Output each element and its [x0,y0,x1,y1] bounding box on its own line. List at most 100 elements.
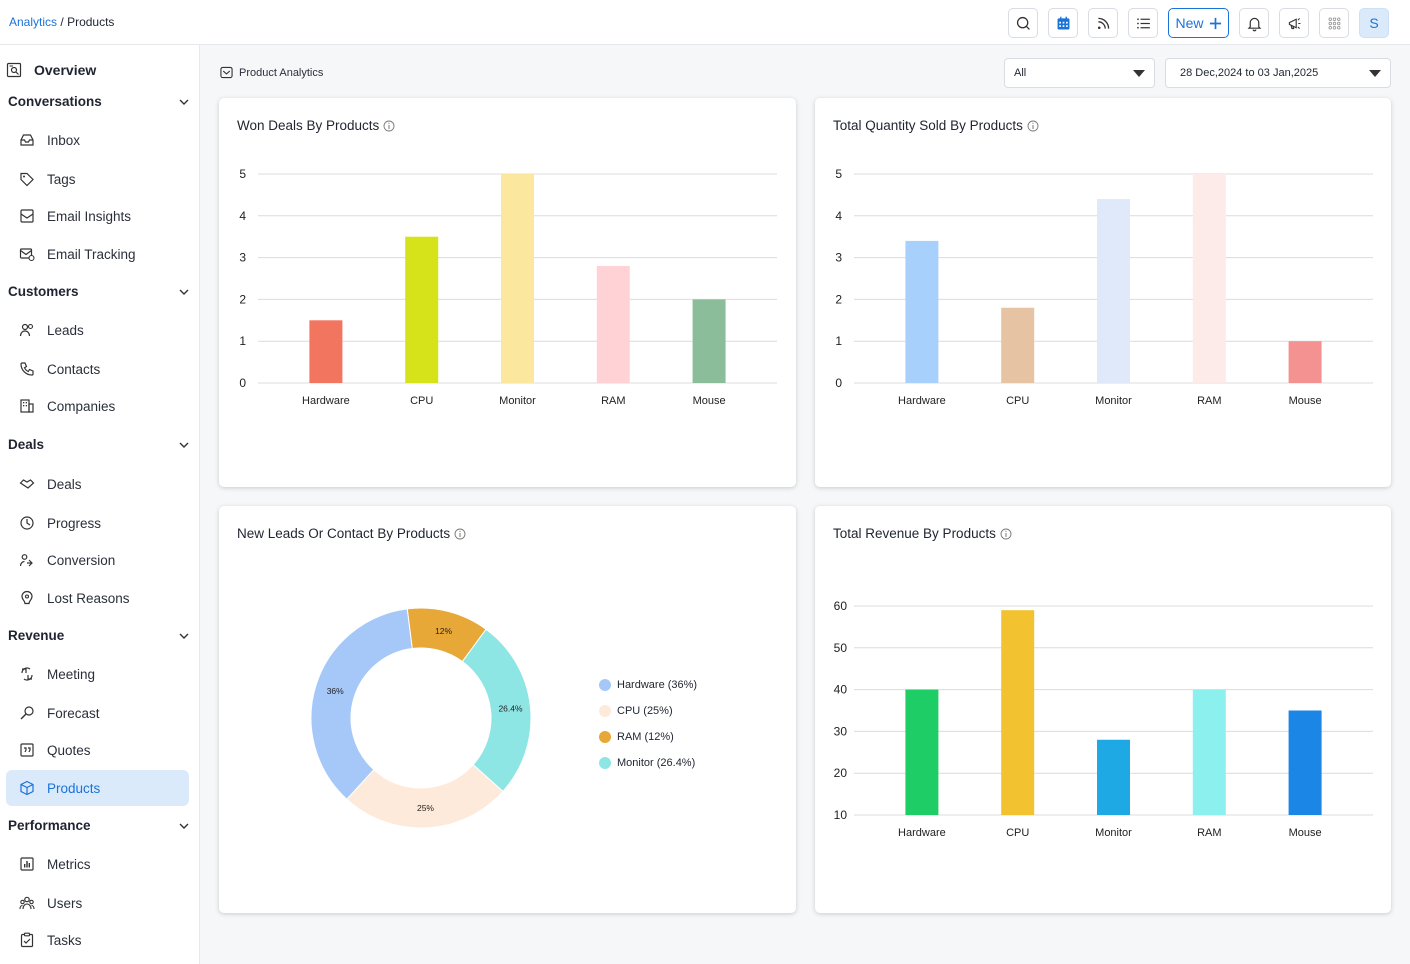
meeting-icon [21,667,33,681]
section-performance-label: Performance [8,818,91,833]
notifications-button[interactable] [1239,8,1269,38]
sidebar-item-tags[interactable]: Tags [6,161,189,197]
legend-swatch [599,705,611,717]
phone-icon [20,362,34,376]
announcements-button[interactable] [1279,8,1309,38]
sidebar-item-tasks[interactable]: Tasks [6,922,189,958]
info-icon[interactable] [1000,528,1012,540]
y-tick-label: 5 [835,167,842,181]
bar [1288,710,1322,815]
breadcrumb: Analytics / Products [9,15,114,29]
new-button-label: New [1175,15,1204,31]
info-icon[interactable] [383,120,395,132]
x-tick-label: CPU [410,395,433,407]
sidebar-item-label: Metrics [47,856,91,872]
search-button[interactable] [1008,8,1038,38]
y-tick-label: 2 [835,292,842,306]
top-bar: Analytics / Products New S [0,0,1410,45]
won-deals-title: Won Deals By Products [237,118,395,133]
sidebar-item-label: Conversion [47,552,116,568]
list-button[interactable] [1128,8,1158,38]
legend-item[interactable]: Hardware (36%) [599,672,697,698]
sidebar-item-companies[interactable]: Companies [6,388,189,424]
sidebar-item-lost-reasons[interactable]: Lost Reasons [6,580,189,616]
sidebar-item-products[interactable]: Products [6,770,189,806]
new-leads-card: New Leads Or Contact By Products 12% 26.4… [219,506,796,913]
revenue-chart: 10 20 30 40 50 60 Hardware CPU Monitor RAM Mouse [834,599,1373,839]
legend-label: Monitor (26.4%) [617,757,696,769]
page-title: Product Analytics [220,66,323,79]
bar [692,299,726,383]
x-tick-label: Hardware [898,827,946,839]
sidebar-item-label: Leads [47,322,84,338]
quantity-sold-chart: 0 1 2 3 4 5 Hardware CPU Monitor RAM Mouse [835,167,1373,407]
x-tick-label: Hardware [302,395,350,407]
section-revenue-label: Revenue [8,628,65,643]
date-range-select[interactable]: 28 Dec,2024 to 03 Jan,2025 [1165,58,1391,88]
legend-item[interactable]: CPU (25%) [599,698,697,724]
conversion-icon [19,554,33,567]
sidebar-item-label: Progress [47,515,102,531]
sidebar-item-forecast[interactable]: Forecast [6,695,189,731]
y-tick-label: 1 [835,334,842,348]
y-tick-label: 0 [239,376,246,390]
donut-legend: Hardware (36%) CPU (25%) RAM (12%) Monitor … [599,672,697,776]
user-avatar[interactable]: S [1359,8,1389,38]
info-icon[interactable] [454,528,466,540]
section-customers-label: Customers [8,284,79,299]
sidebar-item-contacts[interactable]: Contacts [6,351,189,387]
sidebar-item-meeting[interactable]: Meeting [6,656,189,692]
y-tick-label: 50 [834,641,848,655]
sidebar-item-label: Users [47,895,83,911]
sidebar-item-progress[interactable]: Progress [6,505,189,541]
feed-button[interactable] [1088,8,1118,38]
filter-select[interactable]: All [1004,58,1155,88]
won-deals-chart: 0 1 2 3 4 5 Hardware CPU Monitor RAM Mouse [239,167,777,407]
section-performance[interactable]: Performance [8,818,190,833]
sidebar-item-metrics[interactable]: Metrics [6,846,189,882]
x-tick-label: RAM [1197,395,1221,407]
sidebar-item-quotes[interactable]: Quotes [6,732,189,768]
breadcrumb-analytics-link[interactable]: Analytics [9,15,58,29]
sidebar-item-label: Companies [47,398,116,414]
bar [1001,307,1035,383]
sidebar-item-label: Forecast [47,705,100,721]
chevron-down-icon [179,289,189,295]
sidebar-overview[interactable]: Overview [6,62,96,78]
overview-icon [6,62,22,78]
slice-label: 36% [327,686,344,696]
quantity-sold-title: Total Quantity Sold By Products [833,118,1039,133]
sidebar-item-email-insights[interactable]: Email Insights [6,198,189,234]
bar [905,689,939,815]
apps-button[interactable] [1319,8,1349,38]
section-conversations[interactable]: Conversations [8,94,190,109]
x-tick-label: Monitor [499,395,536,407]
breadcrumb-current: Products [67,15,115,29]
section-customers[interactable]: Customers [8,284,190,299]
new-leads-title: New Leads Or Contact By Products [237,526,466,541]
sidebar-item-label: Email Tracking [47,246,136,262]
won-deals-card: Won Deals By Products 0 1 2 3 4 5 Hardware CPU M… [219,98,796,487]
chevron-down-icon [179,823,189,829]
sidebar-item-email-tracking[interactable]: Email Tracking [6,236,189,272]
section-revenue[interactable]: Revenue [8,628,190,643]
new-leads-donut-chart: 12% 26.4% 25% 36% [310,607,532,829]
info-icon[interactable] [1027,120,1039,132]
sidebar-item-inbox[interactable]: Inbox [6,122,189,158]
calendar-button[interactable] [1048,8,1078,38]
new-button[interactable]: New [1168,8,1229,38]
sidebar-item-conversion[interactable]: Conversion [6,542,189,578]
legend-item[interactable]: RAM (12%) [599,724,697,750]
plus-icon [1209,17,1221,29]
slice-label: 26.4% [498,704,523,714]
bell-icon [1247,17,1261,31]
progress-icon [20,516,34,530]
x-tick-label: Mouse [1289,827,1322,839]
sidebar-item-leads[interactable]: Leads [6,312,189,348]
sidebar-item-deals[interactable]: Deals [6,466,189,502]
x-tick-label: RAM [1197,827,1221,839]
section-deals[interactable]: Deals [8,437,190,452]
sidebar-item-label: Inbox [47,132,81,148]
sidebar-item-users[interactable]: Users [6,885,189,921]
legend-item[interactable]: Monitor (26.4%) [599,750,697,776]
